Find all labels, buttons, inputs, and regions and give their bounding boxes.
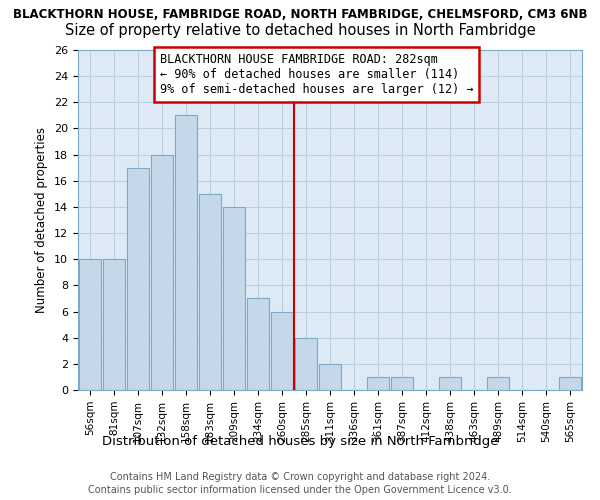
Text: BLACKTHORN HOUSE FAMBRIDGE ROAD: 282sqm
← 90% of detached houses are smaller (11: BLACKTHORN HOUSE FAMBRIDGE ROAD: 282sqm …	[160, 52, 473, 96]
Bar	[79, 259, 101, 390]
Bar	[319, 364, 341, 390]
Bar	[127, 168, 149, 390]
Text: BLACKTHORN HOUSE, FAMBRIDGE ROAD, NORTH FAMBRIDGE, CHELMSFORD, CM3 6NB: BLACKTHORN HOUSE, FAMBRIDGE ROAD, NORTH …	[13, 8, 587, 20]
Text: Contains public sector information licensed under the Open Government Licence v3: Contains public sector information licen…	[88, 485, 512, 495]
Bar	[103, 259, 125, 390]
Bar	[559, 377, 581, 390]
Bar	[175, 116, 197, 390]
Bar	[199, 194, 221, 390]
Text: Distribution of detached houses by size in North Fambridge: Distribution of detached houses by size …	[102, 435, 498, 448]
Bar	[151, 154, 173, 390]
Bar	[295, 338, 317, 390]
Bar	[439, 377, 461, 390]
Bar	[487, 377, 509, 390]
Text: Contains HM Land Registry data © Crown copyright and database right 2024.: Contains HM Land Registry data © Crown c…	[110, 472, 490, 482]
Bar	[367, 377, 389, 390]
Bar	[247, 298, 269, 390]
Bar	[391, 377, 413, 390]
Bar	[271, 312, 293, 390]
Y-axis label: Number of detached properties: Number of detached properties	[35, 127, 49, 313]
Text: Size of property relative to detached houses in North Fambridge: Size of property relative to detached ho…	[65, 22, 535, 38]
Bar	[223, 207, 245, 390]
